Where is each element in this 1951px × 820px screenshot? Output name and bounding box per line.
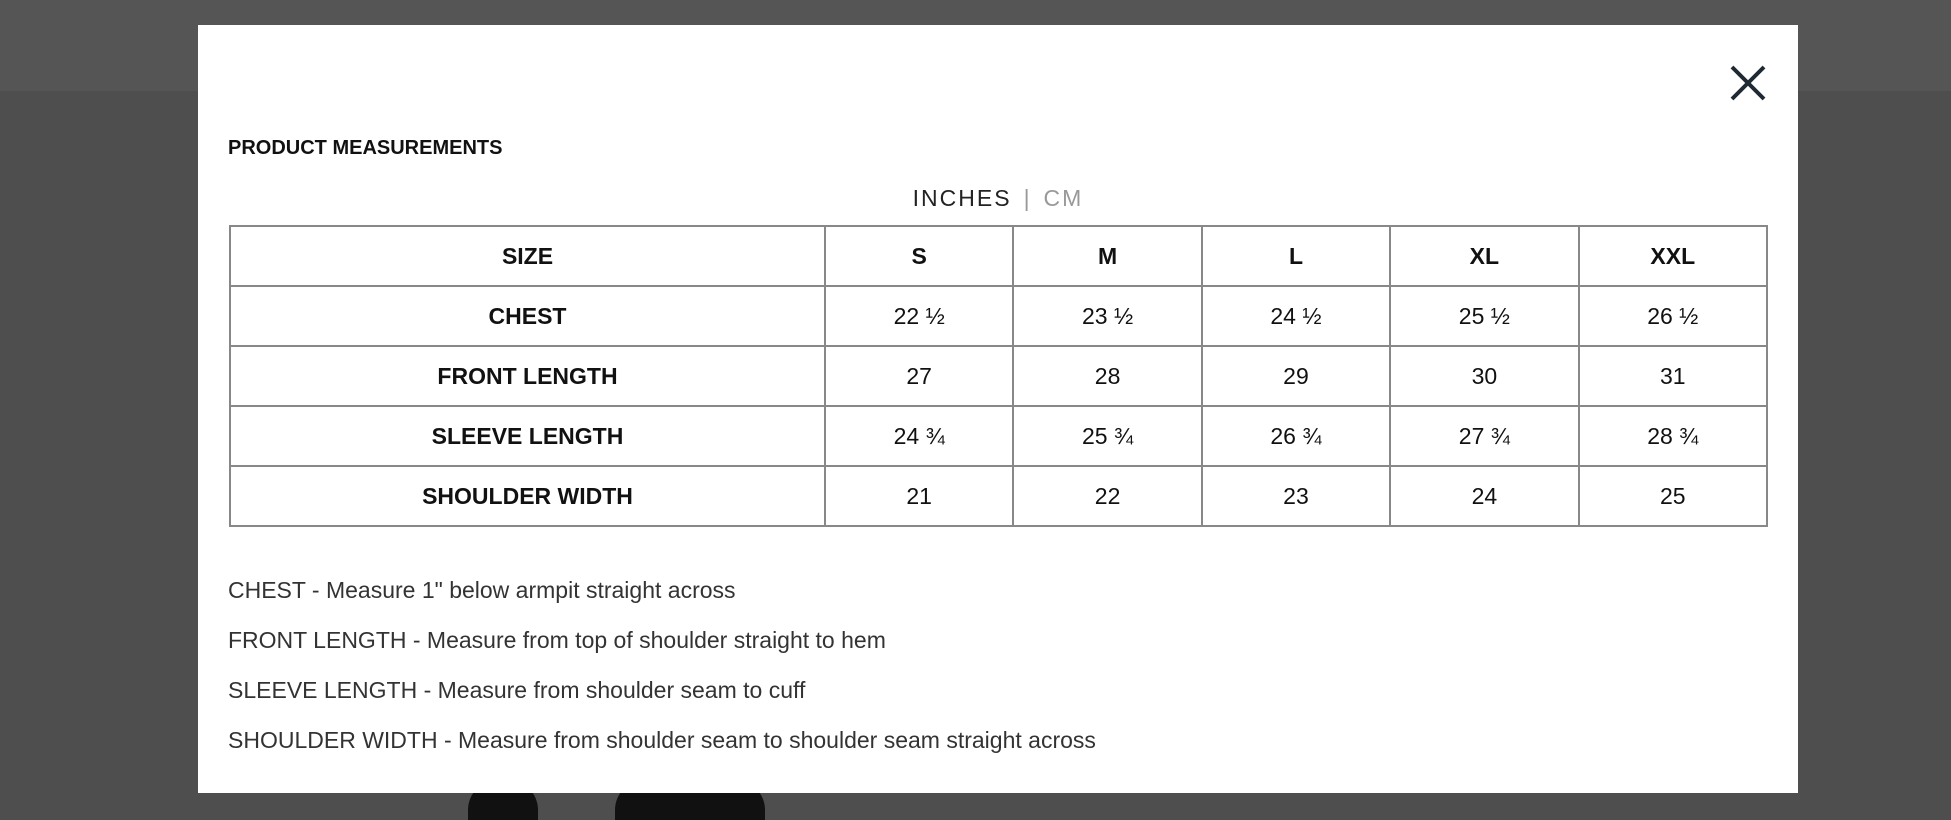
table-header-row: SIZE S M L XL XXL — [229, 225, 1769, 287]
measurement-cell: 23 — [1200, 465, 1392, 527]
measurement-cell: 30 — [1389, 345, 1580, 407]
measurement-cell: 21 — [823, 465, 1015, 527]
header-cell: XL — [1389, 225, 1580, 287]
measurement-cell: 23 ½ — [1012, 285, 1203, 347]
note: SHOULDER WIDTH - Measure from shoulder s… — [228, 727, 1096, 753]
measurement-cell: 24 ½ — [1200, 285, 1392, 347]
table-row: FRONT LENGTH 27 28 29 30 31 — [229, 345, 1769, 407]
table-row: SLEEVE LENGTH 24 ¾ 25 ¾ 26 ¾ 27 ¾ 28 ¾ — [229, 405, 1769, 467]
unit-inches[interactable]: INCHES — [912, 185, 1012, 211]
unit-cm[interactable]: CM — [1043, 185, 1084, 211]
measurement-cell: 25 ½ — [1389, 285, 1580, 347]
measurement-cell: 31 — [1577, 345, 1769, 407]
measurement-cell: 29 — [1200, 345, 1392, 407]
measurement-cell: 27 — [823, 345, 1015, 407]
header-cell: M — [1012, 225, 1203, 287]
table-row: SHOULDER WIDTH 21 22 23 24 25 — [229, 465, 1769, 527]
header-cell: L — [1200, 225, 1392, 287]
measurement-cell: 25 ¾ — [1012, 405, 1203, 467]
measurement-cell: 27 ¾ — [1389, 405, 1580, 467]
row-label: CHEST — [229, 285, 826, 347]
modal: PRODUCT MEASUREMENTS INCHES | CM SIZE S M L XL… — [198, 25, 1798, 793]
notes: CHEST - Measure 1" below armpit straight… — [228, 565, 1096, 765]
modal-title: PRODUCT MEASUREMENTS — [228, 137, 503, 159]
size-table: SIZE S M L XL XXL CHEST 22 ½ 23 ½ 24 ½ 25 ½ 26 ½ FRO… — [229, 225, 1769, 527]
measurement-cell: 28 ¾ — [1577, 405, 1769, 467]
measurement-cell: 24 ¾ — [823, 405, 1015, 467]
measurement-cell: 22 — [1012, 465, 1203, 527]
unit-separator: | — [1023, 185, 1032, 211]
unit-toggle: INCHES | CM — [198, 185, 1798, 212]
close-button[interactable] — [1728, 63, 1768, 103]
measurement-cell: 28 — [1012, 345, 1203, 407]
row-label: SLEEVE LENGTH — [229, 405, 826, 467]
measurement-cell: 26 ¾ — [1200, 405, 1392, 467]
table-row: CHEST 22 ½ 23 ½ 24 ½ 25 ½ 26 ½ — [229, 285, 1769, 347]
header-cell: SIZE — [229, 225, 826, 287]
measurement-cell: 22 ½ — [823, 285, 1015, 347]
note: FRONT LENGTH - Measure from top of shoul… — [228, 627, 886, 653]
measurement-cell: 26 ½ — [1577, 285, 1769, 347]
header-cell: XXL — [1577, 225, 1769, 287]
note: SLEEVE LENGTH - Measure from shoulder se… — [228, 677, 806, 703]
note: CHEST - Measure 1" below armpit straight… — [228, 577, 736, 603]
measurement-cell: 24 — [1389, 465, 1580, 527]
row-label: FRONT LENGTH — [229, 345, 826, 407]
header-cell: S — [823, 225, 1015, 287]
measurement-cell: 25 — [1577, 465, 1769, 527]
row-label: SHOULDER WIDTH — [229, 465, 826, 527]
